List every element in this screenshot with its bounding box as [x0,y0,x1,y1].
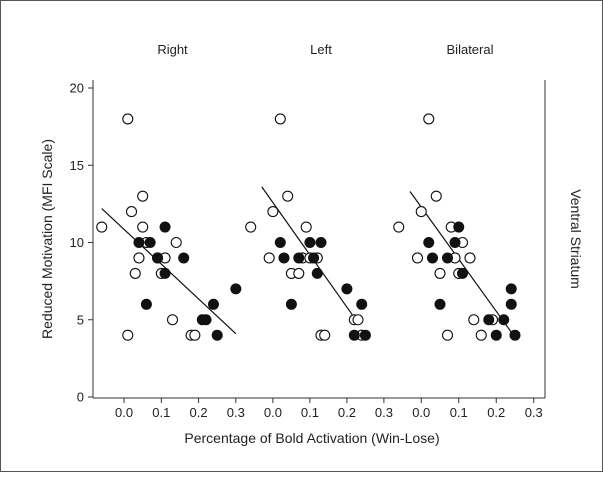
filled-point [434,298,446,310]
open-point [293,267,305,279]
x-tick-label: 0.0 [412,405,430,420]
y-axis-label: Reduced Motivation (MFI Scale) [39,139,55,339]
open-point [434,267,446,279]
panel-right: Right 0.0 0.1 0.2 0.3 [96,42,245,420]
open-point [300,221,312,233]
x-tick-label: 0.2 [190,405,208,420]
x-axis-label: Percentage of Bold Activation (Win-Lose) [184,430,439,446]
open-point [245,221,257,233]
panel-left: Left 0.0 0.1 0.2 0.3 [245,42,393,420]
panel-title: Right [157,42,188,57]
filled-point [178,252,190,264]
x-tick-label: 0.3 [227,405,245,420]
x-tick-label: 0.2 [487,405,505,420]
filled-point [230,283,242,295]
open-point [122,113,134,125]
filled-point [423,237,435,248]
open-point [129,267,141,279]
x-tick-label: 0.3 [375,405,393,420]
panel-bilateral: Bilateral 0.0 0.1 0.2 0.3 [393,42,543,420]
y-tick-label: 0 [77,390,84,405]
y-tick-label: 10 [70,235,84,250]
filled-point [348,329,360,341]
open-point [137,221,149,233]
filled-point [453,221,465,233]
filled-point [505,298,517,310]
open-point [352,314,364,326]
x-tick-label: 0.1 [450,405,468,420]
open-point [415,206,427,218]
filled-point [442,252,453,264]
filled-point [449,237,461,248]
open-point [189,329,201,341]
open-point [170,236,182,249]
open-point [464,252,476,264]
open-point [282,190,294,202]
filled-point [509,329,521,341]
open-point [96,221,108,233]
y-tick-label: 5 [77,312,84,327]
open-point [267,206,279,218]
open-point [137,190,149,202]
x-tick-label: 0.3 [525,405,543,420]
filled-point [152,252,164,264]
x-tick-label: 0.1 [301,405,319,420]
panel-title: Left [310,42,332,57]
filled-point [200,314,212,326]
filled-point [207,298,219,310]
filled-point [285,298,297,310]
filled-point [427,252,438,264]
open-point [441,329,454,341]
open-point [166,314,179,326]
filled-point [359,329,371,341]
filled-point [505,283,517,295]
filled-point [159,221,171,233]
filled-point [133,237,145,248]
filled-point [498,314,510,326]
y-tick-label: 20 [70,81,84,96]
filled-point [304,237,316,248]
open-point [274,113,286,125]
open-point [122,329,134,341]
filled-point [293,252,305,264]
x-tick-label: 0.0 [115,405,133,420]
open-point [125,206,138,218]
filled-point [211,329,223,341]
filled-point [274,237,286,248]
open-point [475,329,487,341]
filled-point [159,267,171,279]
open-point [393,221,405,233]
fit-line [409,191,512,333]
filled-point [311,267,323,279]
y-tick-label: 15 [70,158,84,173]
filled-point [315,237,327,248]
x-tick-label: 0.2 [338,405,356,420]
open-point [263,252,275,264]
filled-point [490,329,502,341]
y-axis-ticks: 0 5 10 15 20 [70,81,93,405]
filled-point [483,314,495,326]
open-point [411,252,424,264]
open-point [319,329,331,341]
filled-point [341,283,353,295]
filled-point [308,252,320,264]
filled-point [278,252,290,264]
open-point [468,314,480,326]
x-tick-label: 0.0 [264,405,282,420]
open-point [423,113,435,125]
right-side-label: Ventral Striatum [568,189,584,289]
panel-title: Bilateral [447,42,494,57]
filled-point [457,267,468,279]
filled-point [356,298,368,310]
filled-point [144,237,156,248]
open-point [430,190,442,202]
x-tick-label: 0.1 [152,405,170,420]
open-point [133,252,145,264]
filled-point [140,298,152,310]
